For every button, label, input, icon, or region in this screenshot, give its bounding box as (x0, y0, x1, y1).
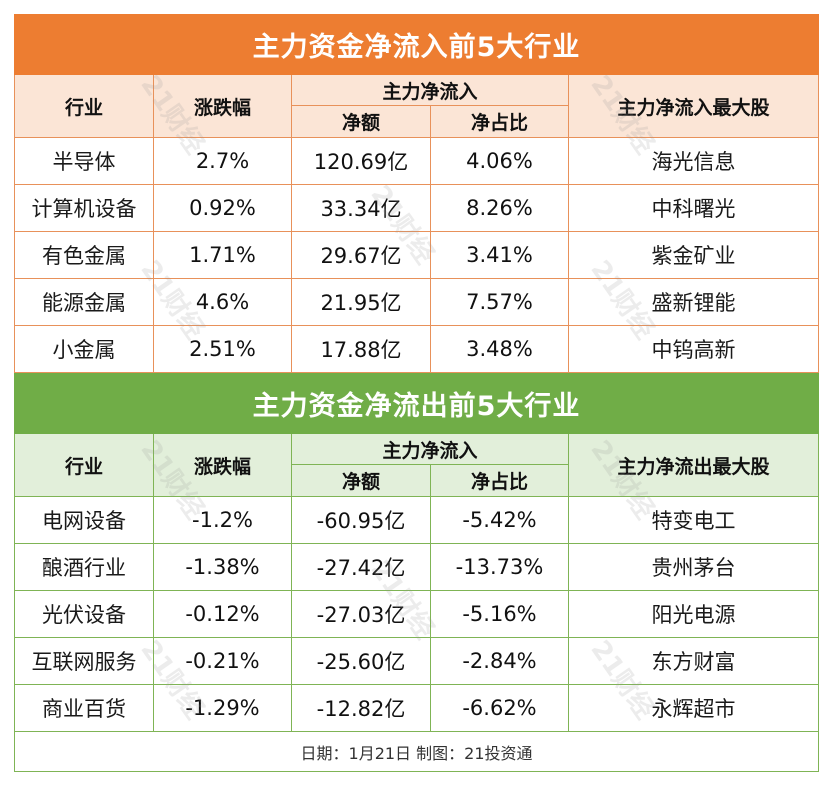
net-ratio-cell: -2.84% (430, 637, 569, 685)
net-ratio-cell: -5.16% (430, 590, 569, 638)
col-top-stock-header: 主力净流入最大股 (567, 74, 820, 138)
top-stock-cell: 贵州茅台 (567, 543, 820, 591)
industry-cell: 光伏设备 (14, 590, 154, 638)
industry-cell: 商业百货 (14, 684, 154, 732)
outflow-title: 主力资金净流出前5大行业 (13, 373, 820, 434)
net-amount-cell: 33.34亿 (291, 184, 431, 232)
outflow-table: 主力资金净流出前5大行业 行业 涨跌幅 主力净流入 主力净流出最大股 净额 净占… (13, 373, 820, 772)
top-stock-cell: 中科曙光 (567, 184, 820, 232)
col-industry-header: 行业 (14, 433, 154, 497)
change-cell: 4.6% (153, 278, 292, 326)
change-cell: 2.51% (153, 325, 292, 373)
table-row: 电网设备 -1.2% -60.95亿 -5.42% 特变电工 (14, 496, 820, 544)
net-amount-cell: 29.67亿 (291, 231, 431, 279)
industry-cell: 酿酒行业 (14, 543, 154, 591)
top-stock-cell: 紫金矿业 (567, 231, 820, 279)
industry-cell: 有色金属 (14, 231, 154, 279)
col-net-ratio-header: 净占比 (430, 464, 569, 497)
change-cell: -0.12% (153, 590, 292, 638)
fund-flow-tables: 主力资金净流入前5大行业 行业 涨跌幅 主力净流入 主力净流入最大股 净额 净占… (13, 14, 820, 772)
net-amount-cell: -60.95亿 (291, 496, 431, 544)
change-cell: 1.71% (153, 231, 292, 279)
top-stock-cell: 盛新锂能 (567, 278, 820, 326)
change-cell: -1.29% (153, 684, 292, 732)
net-amount-cell: -27.42亿 (291, 543, 431, 591)
source-footer: 日期：1月21日 制图：21投资通 (13, 731, 820, 772)
net-amount-cell: -25.60亿 (291, 637, 431, 685)
net-ratio-cell: 8.26% (430, 184, 569, 232)
col-group-header: 主力净流入 (291, 74, 569, 106)
table-row: 计算机设备 0.92% 33.34亿 8.26% 中科曙光 (14, 184, 820, 232)
col-top-stock-header: 主力净流出最大股 (567, 433, 820, 497)
table-row: 半导体 2.7% 120.69亿 4.06% 海光信息 (14, 137, 820, 185)
top-stock-cell: 阳光电源 (567, 590, 820, 638)
top-stock-cell: 东方财富 (567, 637, 820, 685)
net-amount-cell: -12.82亿 (291, 684, 431, 732)
top-stock-cell: 特变电工 (567, 496, 820, 544)
top-stock-cell: 中钨高新 (567, 325, 820, 373)
net-ratio-cell: -6.62% (430, 684, 569, 732)
net-amount-cell: 120.69亿 (291, 137, 431, 185)
net-ratio-cell: 3.48% (430, 325, 569, 373)
net-amount-cell: -27.03亿 (291, 590, 431, 638)
industry-cell: 互联网服务 (14, 637, 154, 685)
industry-cell: 半导体 (14, 137, 154, 185)
inflow-title: 主力资金净流入前5大行业 (13, 14, 820, 75)
top-stock-cell: 永辉超市 (567, 684, 820, 732)
net-ratio-cell: 3.41% (430, 231, 569, 279)
table-row: 光伏设备 -0.12% -27.03亿 -5.16% 阳光电源 (14, 590, 820, 638)
change-cell: 0.92% (153, 184, 292, 232)
net-ratio-cell: 7.57% (430, 278, 569, 326)
industry-cell: 电网设备 (14, 496, 154, 544)
table-row: 商业百货 -1.29% -12.82亿 -6.62% 永辉超市 (14, 684, 820, 732)
net-amount-cell: 17.88亿 (291, 325, 431, 373)
col-net-ratio-header: 净占比 (430, 105, 569, 138)
industry-cell: 能源金属 (14, 278, 154, 326)
net-ratio-cell: -5.42% (430, 496, 569, 544)
col-net-amount-header: 净额 (291, 464, 431, 497)
top-stock-cell: 海光信息 (567, 137, 820, 185)
table-row: 小金属 2.51% 17.88亿 3.48% 中钨高新 (14, 325, 820, 373)
col-change-header: 涨跌幅 (153, 74, 292, 138)
col-industry-header: 行业 (14, 74, 154, 138)
table-row: 互联网服务 -0.21% -25.60亿 -2.84% 东方财富 (14, 637, 820, 685)
inflow-table: 主力资金净流入前5大行业 行业 涨跌幅 主力净流入 主力净流入最大股 净额 净占… (13, 14, 820, 373)
table-row: 有色金属 1.71% 29.67亿 3.41% 紫金矿业 (14, 231, 820, 279)
industry-cell: 小金属 (14, 325, 154, 373)
col-change-header: 涨跌幅 (153, 433, 292, 497)
col-net-amount-header: 净额 (291, 105, 431, 138)
change-cell: 2.7% (153, 137, 292, 185)
change-cell: -1.38% (153, 543, 292, 591)
net-amount-cell: 21.95亿 (291, 278, 431, 326)
change-cell: -1.2% (153, 496, 292, 544)
industry-cell: 计算机设备 (14, 184, 154, 232)
net-ratio-cell: -13.73% (430, 543, 569, 591)
table-row: 能源金属 4.6% 21.95亿 7.57% 盛新锂能 (14, 278, 820, 326)
change-cell: -0.21% (153, 637, 292, 685)
table-row: 酿酒行业 -1.38% -27.42亿 -13.73% 贵州茅台 (14, 543, 820, 591)
col-group-header: 主力净流入 (291, 433, 569, 465)
net-ratio-cell: 4.06% (430, 137, 569, 185)
